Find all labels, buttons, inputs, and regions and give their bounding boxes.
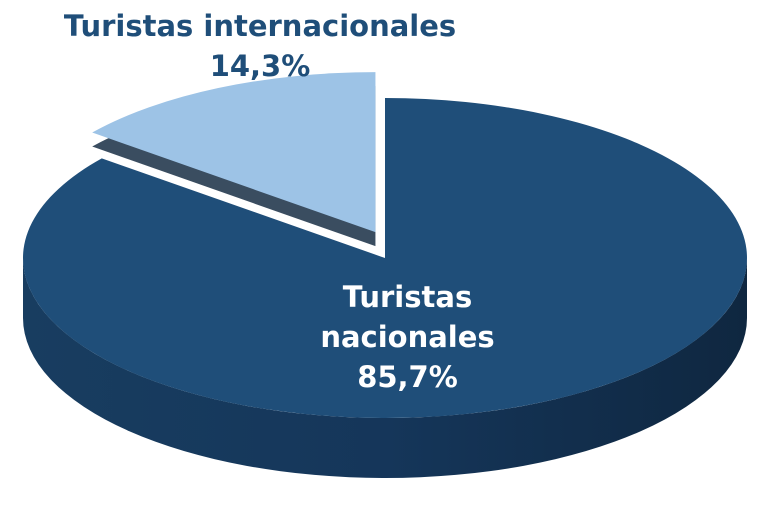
category-label: Turistas internacionales: [63, 9, 457, 43]
category-label: Turistas nacionales: [320, 280, 495, 354]
slice-side: [23, 258, 747, 478]
pie-slice: [22, 98, 748, 418]
pie-slice: [92, 72, 376, 233]
value-label: 14,3%: [209, 49, 311, 83]
slice-label: Turistas nacionales 85,7%: [300, 277, 515, 397]
slice-label: Turistas internacionales 14,3%: [20, 6, 500, 86]
value-label: 85,7%: [357, 360, 458, 394]
